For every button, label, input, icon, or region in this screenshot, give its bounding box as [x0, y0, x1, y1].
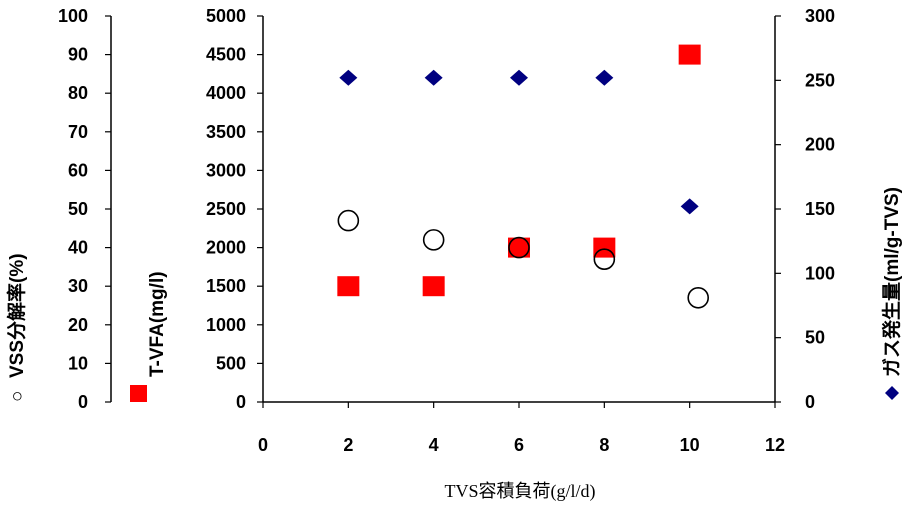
x-axis-label: TVS容積負荷(g/l/d)	[445, 481, 596, 502]
vss-tick-label: 30	[68, 276, 88, 296]
x-tick-label: 4	[429, 435, 439, 455]
vss-tick-label: 40	[68, 238, 88, 258]
vfa-axis-label: T-VFA(mg/l)	[147, 271, 168, 377]
vss-tick-label: 20	[68, 315, 88, 335]
gas-tick-label: 300	[805, 6, 835, 26]
vss-point	[422, 229, 445, 251]
vfa-point	[337, 276, 360, 297]
vfa-tick-label: 500	[216, 353, 246, 373]
vss-tick-label: 70	[68, 122, 88, 142]
gas-point	[595, 69, 614, 86]
gas-point	[339, 69, 358, 86]
vss-tick-label: 80	[68, 83, 88, 103]
vss-tick-label: 0	[78, 392, 88, 412]
vfa-point	[678, 44, 701, 65]
vss-point	[593, 248, 616, 270]
x-tick-label: 8	[599, 435, 609, 455]
gas-point	[510, 69, 528, 86]
vfa-legend-marker	[130, 385, 147, 402]
vss-axis-title: ○ VSS分解率(%)	[5, 253, 28, 402]
gas-legend-marker	[885, 386, 899, 400]
tick-labels: 0102030405060708090100050010001500200025…	[58, 6, 835, 455]
gas-tick-label: 200	[805, 135, 835, 155]
vss-point	[687, 286, 710, 309]
vfa-tick-label: 4000	[206, 83, 246, 103]
gas-axis-title: ガス発生量(ml/g-TVS)	[880, 187, 903, 377]
vss-tick-label: 90	[68, 45, 88, 65]
gas-point	[424, 69, 443, 86]
vfa-tick-label: 2500	[206, 199, 246, 219]
x-tick-label: 10	[680, 435, 700, 455]
vfa-tick-label: 3500	[206, 122, 246, 142]
vfa-point	[508, 237, 530, 258]
gas-tick-label: 150	[805, 199, 835, 219]
vfa-tick-label: 1500	[206, 276, 246, 296]
vss-point	[337, 209, 360, 232]
axes	[105, 15, 781, 408]
vfa-tick-label: 4500	[206, 45, 246, 65]
gas-tick-label: 0	[805, 392, 815, 412]
data-marks	[337, 44, 710, 309]
vfa-tick-label: 1000	[206, 315, 246, 335]
gas-axis-label: ガス発生量(ml/g-TVS)	[880, 187, 903, 377]
vfa-tick-label: 3000	[206, 160, 246, 180]
gas-tick-label: 100	[805, 263, 835, 283]
vss-tick-label: 10	[68, 353, 88, 373]
vfa-point	[422, 276, 445, 297]
x-tick-label: 2	[343, 435, 353, 455]
vfa-tick-label: 5000	[206, 6, 246, 26]
vss-tick-label: 100	[58, 6, 88, 26]
gas-tick-label: 250	[805, 70, 835, 90]
vfa-tick-label: 2000	[206, 238, 246, 258]
gas-tick-label: 50	[805, 328, 825, 348]
x-tick-label: 12	[765, 435, 785, 455]
vss-tick-label: 50	[68, 199, 88, 219]
vss-tick-label: 60	[68, 160, 88, 180]
x-tick-label: 6	[514, 435, 524, 455]
vfa-point	[593, 237, 616, 258]
vss-axis-label: VSS分解率(%)	[5, 253, 28, 378]
vss-point	[508, 236, 530, 259]
vfa-tick-label: 0	[236, 392, 246, 412]
vss-legend-marker: ○	[7, 391, 28, 402]
vfa-axis-title: T-VFA(mg/l)	[147, 271, 168, 377]
x-tick-label: 0	[258, 435, 268, 455]
gas-point	[680, 198, 699, 215]
